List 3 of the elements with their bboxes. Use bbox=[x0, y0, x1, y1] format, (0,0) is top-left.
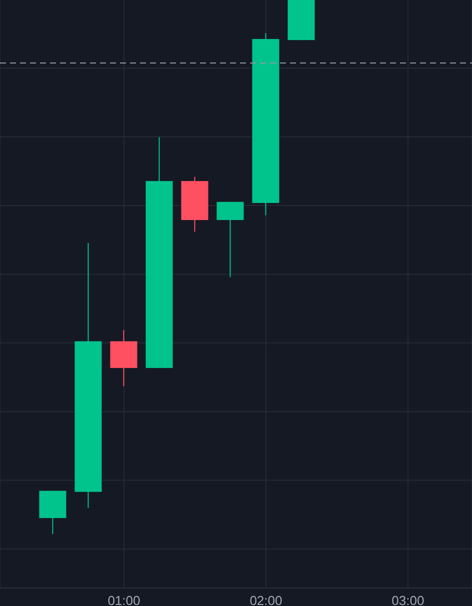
x-tick-label: 03:00 bbox=[392, 593, 424, 606]
x-tick-label: 02:00 bbox=[250, 593, 282, 606]
x-tick-label: 01:00 bbox=[108, 593, 140, 606]
